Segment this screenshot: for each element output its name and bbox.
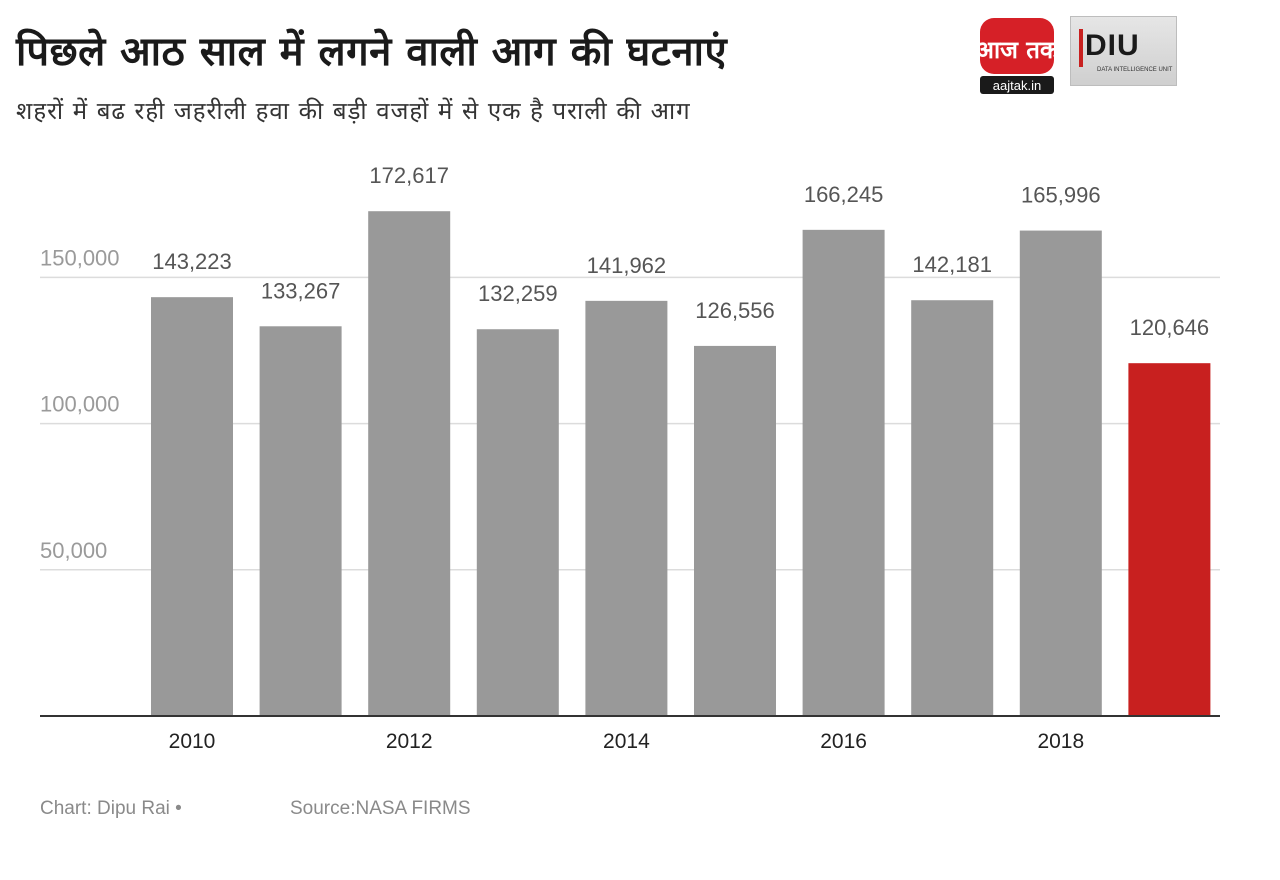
chart-source: Source:NASA FIRMS [290, 798, 471, 819]
value-label-2010: 143,223 [152, 249, 232, 274]
y-tick-label: 100,000 [40, 392, 120, 417]
x-axis-ticks: 2010 2012 2014 2016 2018 [169, 730, 1085, 753]
bar-2010 [151, 297, 233, 716]
bar-2014 [585, 300, 668, 716]
bar-2017 [911, 300, 994, 716]
bar-2012 [368, 211, 451, 716]
bar-2015 [694, 345, 776, 716]
bar-2011 [259, 326, 342, 716]
aajtak-logo-word: आज तक [976, 36, 1060, 64]
bar-2013 [476, 329, 559, 716]
x-tick-label-2012: 2012 [386, 730, 433, 753]
y-tick-label: 150,000 [40, 245, 120, 270]
value-label-2013: 132,259 [478, 281, 558, 306]
x-tick-label-2010: 2010 [169, 730, 216, 753]
chart-credit: Chart: Dipu Rai • [40, 798, 182, 819]
x-tick-label-2018: 2018 [1037, 730, 1084, 753]
aajtak-logo: आज तक aajtak.in [974, 16, 1060, 96]
y-tick-label: 50,000 [40, 538, 107, 563]
bar-2016 [802, 229, 885, 716]
x-tick-label-2016: 2016 [820, 730, 867, 753]
value-label-2012: 172,617 [369, 163, 449, 188]
diu-logo-subtitle: DATA INTELLIGENCE UNIT [1097, 67, 1173, 73]
diu-logo: DIU DATA INTELLIGENCE UNIT [1070, 16, 1177, 86]
value-label-2019: 120,646 [1130, 315, 1210, 340]
bars [151, 211, 1211, 716]
aajtak-logo-site: aajtak.in [993, 78, 1041, 93]
value-label-2016: 166,245 [804, 182, 884, 207]
x-tick-label-2014: 2014 [603, 730, 650, 753]
bar-2018 [1019, 230, 1102, 716]
diu-logo-word: DIU [1085, 29, 1140, 62]
diu-logo-bracket [1079, 29, 1083, 67]
chart-title: पिछले आठ साल में लगने वाली आग की घटनाएं [16, 29, 728, 75]
value-labels: 143,223 133,267 172,617 132,259 141,962 126,5… [152, 163, 1209, 340]
bar-2019 [1128, 363, 1211, 716]
value-label-2014: 141,962 [587, 253, 667, 278]
value-label-2011: 133,267 [261, 278, 341, 303]
value-label-2015: 126,556 [695, 298, 775, 323]
bar-chart: 50,000 100,000 150,000 143,223 133,267 172,6… [40, 163, 1220, 753]
chart-subtitle: शहरों में बढ रही जहरीली हवा की बड़ी वजहो… [16, 97, 691, 125]
value-label-2017: 142,181 [912, 252, 992, 277]
value-label-2018: 165,996 [1021, 183, 1101, 208]
